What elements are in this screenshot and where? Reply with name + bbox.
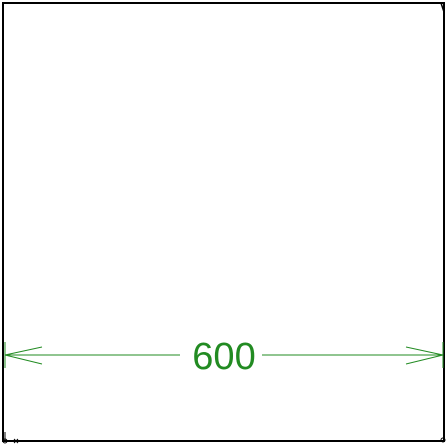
square-outline <box>2 2 445 442</box>
origin-marker-icon <box>2 432 19 444</box>
dimension-label: 600 <box>192 336 255 378</box>
dimension-arrow-left-icon <box>4 346 43 365</box>
corner-marker-bottom-right <box>440 437 446 443</box>
corner-tick-top-right <box>440 2 445 13</box>
dimension-arrow-right-icon <box>405 346 444 365</box>
horizontal-dimension: 600 <box>4 336 444 378</box>
